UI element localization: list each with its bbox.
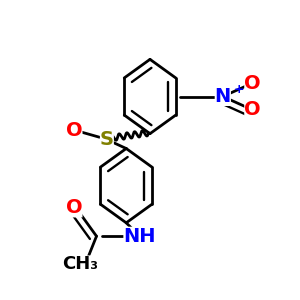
Text: O: O [244, 100, 261, 119]
Text: O: O [66, 121, 82, 140]
Text: CH₃: CH₃ [62, 255, 98, 273]
Text: S: S [100, 130, 114, 149]
Text: O: O [244, 74, 261, 93]
Text: +: + [234, 83, 244, 97]
Text: O: O [66, 199, 82, 218]
Text: N: N [215, 87, 231, 106]
Text: NH: NH [123, 227, 156, 246]
